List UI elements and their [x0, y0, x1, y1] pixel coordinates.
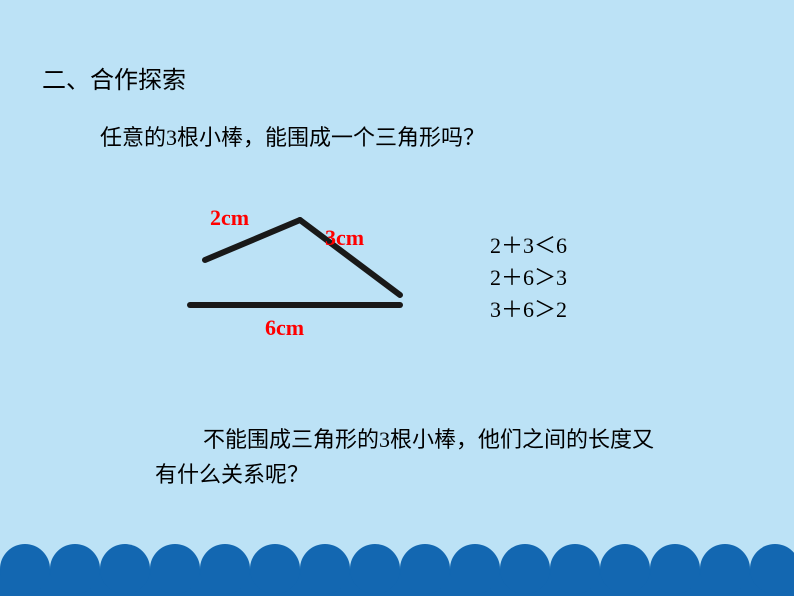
- section-heading: 二、合作探索: [42, 60, 186, 95]
- equation-row: 3＋6＞2: [490, 294, 567, 326]
- label-a: 2cm: [210, 205, 249, 231]
- followup-text: 不能围成三角形的3根小棒，他们之间的长度又 有什么关系呢？: [155, 422, 654, 492]
- equations-block: 2＋3＜6 2＋6＞3 3＋6＞2: [490, 230, 567, 326]
- label-c: 6cm: [265, 315, 304, 341]
- equation-row: 2＋6＞3: [490, 262, 567, 294]
- scallop-border: [0, 544, 794, 596]
- triangle-diagram: 2cm 3cm 6cm: [170, 215, 430, 355]
- slide: 二、合作探索 任意的3根小棒，能围成一个三角形吗？ 2cm 3cm 6cm 2＋…: [0, 0, 794, 596]
- label-b: 3cm: [325, 225, 364, 251]
- followup-line2: 有什么关系呢？: [155, 462, 309, 487]
- followup-line1: 不能围成三角形的3根小棒，他们之间的长度又: [155, 427, 654, 452]
- question-text: 任意的3根小棒，能围成一个三角形吗？: [100, 120, 485, 152]
- equation-row: 2＋3＜6: [490, 230, 567, 262]
